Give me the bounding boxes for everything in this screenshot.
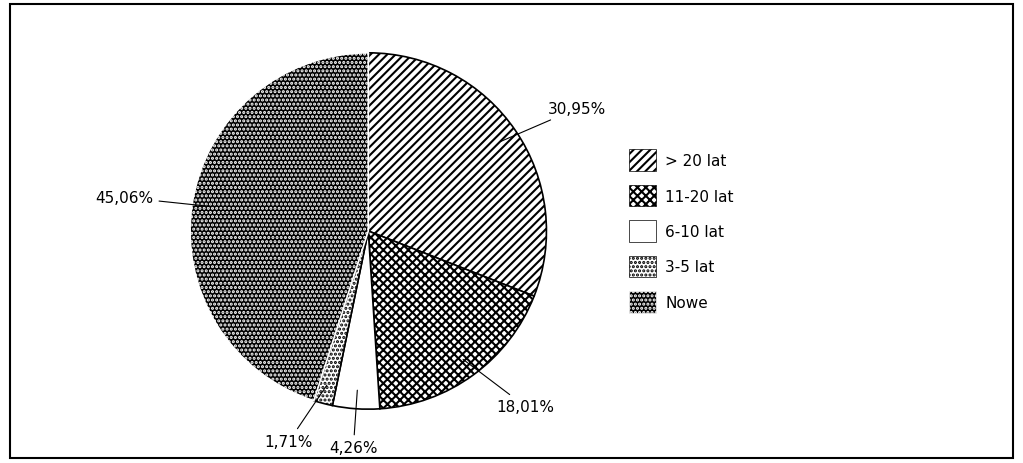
- Wedge shape: [368, 232, 534, 409]
- Text: 4,26%: 4,26%: [329, 390, 377, 456]
- Wedge shape: [368, 54, 546, 296]
- Text: 1,71%: 1,71%: [265, 385, 327, 449]
- Legend: > 20 lat, 11-20 lat, 6-10 lat, 3-5 lat, Nowe: > 20 lat, 11-20 lat, 6-10 lat, 3-5 lat, …: [621, 143, 742, 320]
- Text: 45,06%: 45,06%: [95, 190, 211, 207]
- Wedge shape: [190, 54, 368, 401]
- Wedge shape: [332, 232, 380, 409]
- Text: 30,95%: 30,95%: [500, 102, 607, 142]
- Text: 18,01%: 18,01%: [463, 359, 554, 414]
- Wedge shape: [314, 232, 368, 406]
